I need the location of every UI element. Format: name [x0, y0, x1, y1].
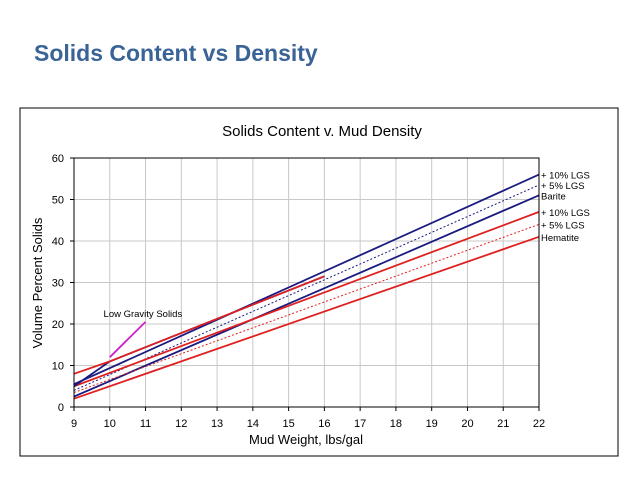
y-tick-label: 50 — [52, 195, 64, 207]
annotation-label: Low Gravity Solids — [104, 309, 183, 320]
series-line-barite-10-lgs — [73, 173, 540, 386]
legend-label: Barite — [541, 191, 566, 202]
x-tick-label: 21 — [497, 418, 509, 430]
legend-label: + 5% LGS — [541, 220, 585, 231]
legend-label: + 10% LGS — [541, 171, 590, 182]
x-tick-label: 18 — [390, 418, 402, 430]
series-line-hematite-hematite — [73, 235, 540, 400]
y-tick-label: 30 — [52, 278, 64, 290]
x-tick-label: 16 — [318, 418, 330, 430]
y-tick-label: 0 — [58, 402, 64, 414]
slide-title: Solids Content vs Density — [34, 40, 318, 66]
annotation-arrow — [109, 321, 147, 358]
x-tick-label: 9 — [71, 418, 77, 430]
legend-label: + 10% LGS — [541, 208, 590, 219]
y-tick-label: 40 — [52, 236, 64, 248]
y-axis-label: Volume Percent Solids — [30, 217, 45, 348]
annotations: Low Gravity Solids — [104, 309, 183, 358]
y-tick-label: 60 — [52, 153, 64, 165]
x-tick-label: 22 — [533, 418, 545, 430]
x-tick-label: 10 — [104, 418, 116, 430]
legend-label: Hematite — [541, 233, 579, 244]
x-tick-label: 15 — [282, 418, 294, 430]
y-tick-label: 10 — [52, 361, 64, 373]
series-line-hematite-5-lgs — [73, 223, 540, 393]
x-tick-label: 11 — [140, 418, 151, 430]
x-tick-label: 13 — [211, 418, 223, 430]
x-axis-label: Mud Weight, lbs/gal — [249, 432, 363, 447]
legend-label: + 5% LGS — [541, 181, 585, 192]
x-tick-label: 19 — [426, 418, 438, 430]
x-tick-label: 20 — [461, 418, 473, 430]
tick-labels: 9 10 11 12 13 14 15 16 17 18 19 20 21 22 0 10 20 30 40 50 60 — [52, 153, 545, 430]
series-line-barite-5-lgs — [73, 184, 540, 391]
x-tick-label: 12 — [175, 418, 187, 430]
series-line-hematite-10-lgs — [73, 211, 540, 388]
y-tick-label: 20 — [52, 319, 64, 331]
chart-title: Solids Content v. Mud Density — [222, 123, 422, 140]
series-group — [73, 173, 540, 400]
x-tick-label: 17 — [354, 418, 366, 430]
x-tick-label: 14 — [247, 418, 259, 430]
series-line-lgs-low-gravity-solids-alt — [73, 275, 325, 375]
series-line-barite-barite — [73, 194, 540, 398]
